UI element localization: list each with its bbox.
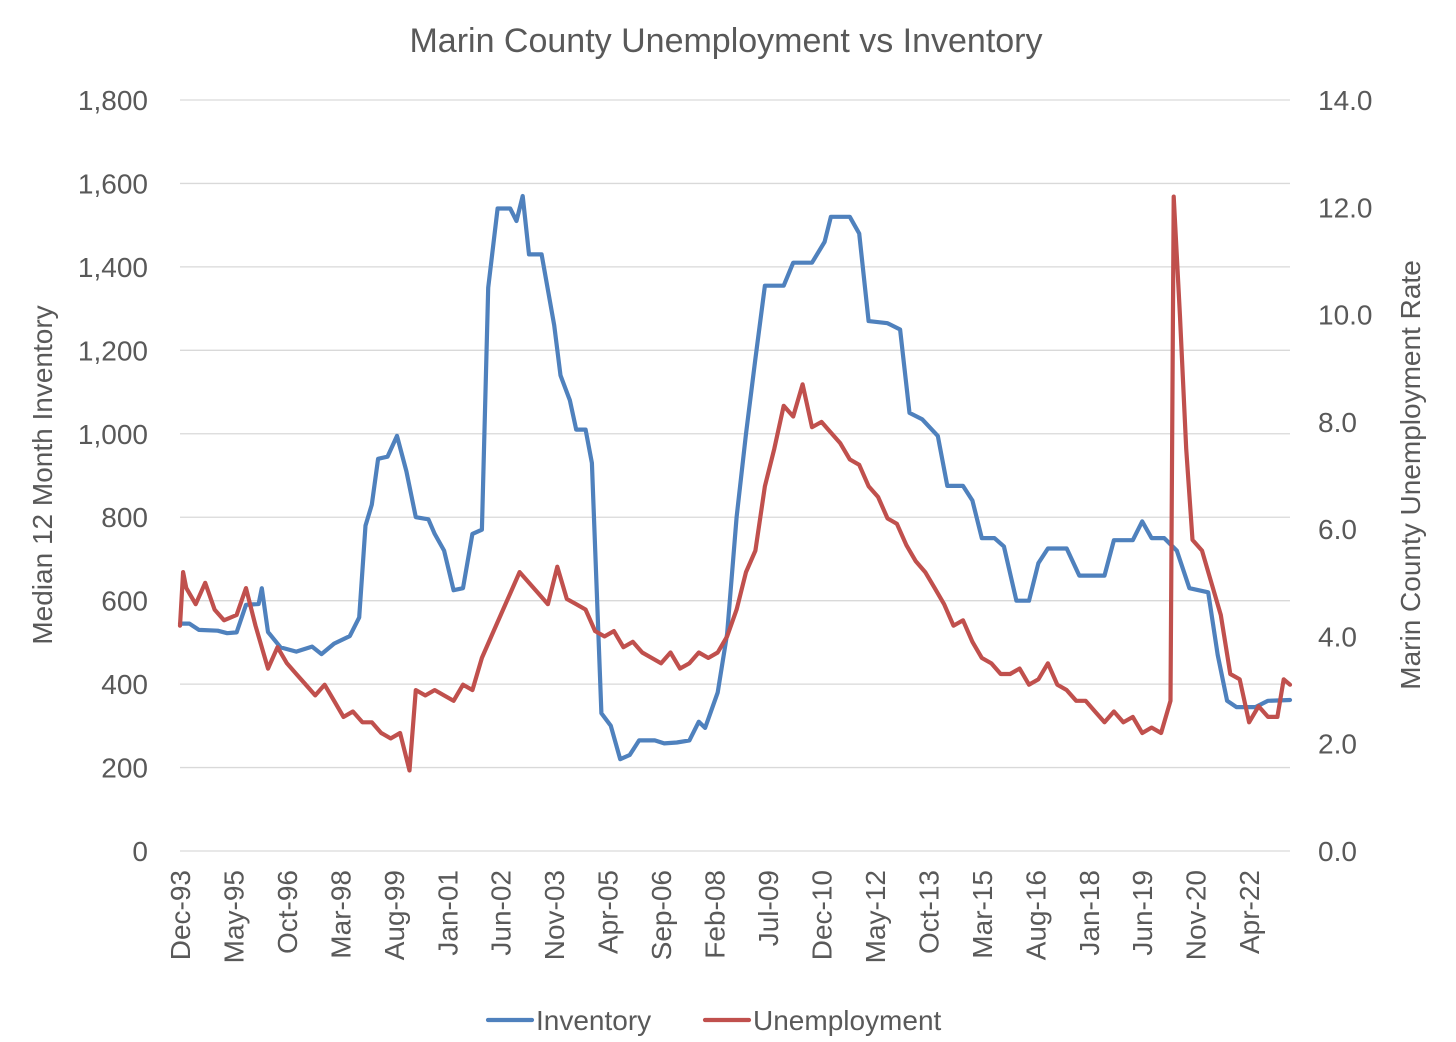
x-tick-label: May-95: [218, 870, 249, 963]
x-tick-label: Mar-15: [967, 870, 998, 959]
left-tick-label: 1,000: [78, 419, 148, 450]
legend-label: Unemployment: [753, 1005, 942, 1036]
x-tick-label: Jan-18: [1074, 870, 1105, 956]
left-tick-label: 1,800: [78, 85, 148, 116]
series-line-unemployment: [177, 194, 1293, 773]
x-tick-label: Jul-09: [753, 870, 784, 946]
left-tick-label: 1,400: [78, 252, 148, 283]
right-tick-label: 2.0: [1318, 729, 1357, 760]
right-axis-label: Marin County Unemployment Rate: [1395, 260, 1426, 690]
x-tick-label: Mar-98: [325, 870, 356, 959]
series-lines: [177, 193, 1293, 773]
x-tick-label: Dec-10: [806, 870, 837, 960]
x-tick-label: Apr-22: [1234, 870, 1265, 954]
left-tick-label: 800: [101, 502, 148, 533]
left-axis-ticks: 0 200 400 600 800 1,000 1,200 1,400 1,600 1,800: [78, 85, 148, 867]
x-tick-label: Aug-16: [1020, 870, 1051, 960]
x-tick-label: Apr-05: [593, 870, 624, 954]
left-tick-label: 600: [101, 586, 148, 617]
right-tick-label: 6.0: [1318, 514, 1357, 545]
left-tick-label: 0: [132, 836, 148, 867]
x-axis-ticks: Dec-93 May-95 Oct-96 Mar-98 Aug-99 Jan-01 Jun-…: [165, 870, 1265, 963]
x-tick-label: Aug-99: [379, 870, 410, 960]
right-tick-label: 8.0: [1318, 407, 1357, 438]
left-tick-label: 1,600: [78, 168, 148, 199]
chart-title: Marin County Unemployment vs Inventory: [409, 22, 1042, 60]
right-tick-label: 4.0: [1318, 621, 1357, 652]
x-tick-label: Jun-19: [1127, 870, 1158, 956]
x-tick-label: Jun-02: [486, 870, 517, 956]
x-tick-label: Sep-06: [646, 870, 677, 960]
grid-lines: [180, 99, 1290, 852]
series-line-inventory: [177, 193, 1293, 762]
right-tick-label: 10.0: [1318, 300, 1373, 331]
right-tick-label: 14.0: [1318, 85, 1373, 116]
x-tick-label: Oct-13: [913, 870, 944, 954]
left-axis-label: Median 12 Month Inventory: [27, 305, 58, 644]
x-tick-label: Jan-01: [432, 870, 463, 956]
x-tick-label: Oct-96: [272, 870, 303, 954]
right-tick-label: 12.0: [1318, 192, 1373, 223]
left-tick-label: 400: [101, 669, 148, 700]
right-axis-ticks: 0.0 2.0 4.0 6.0 8.0 10.0 12.0 14.0: [1318, 85, 1373, 867]
x-tick-label: Nov-20: [1181, 870, 1212, 960]
left-tick-label: 1,200: [78, 335, 148, 366]
legend-label: Inventory: [536, 1005, 651, 1036]
right-tick-label: 0.0: [1318, 836, 1357, 867]
x-tick-label: Nov-03: [539, 870, 570, 960]
x-tick-label: Dec-93: [165, 870, 196, 960]
x-tick-label: Feb-08: [700, 870, 731, 959]
left-tick-label: 200: [101, 753, 148, 784]
x-tick-label: May-12: [860, 870, 891, 963]
legend: Inventory Unemployment: [485, 1005, 942, 1036]
